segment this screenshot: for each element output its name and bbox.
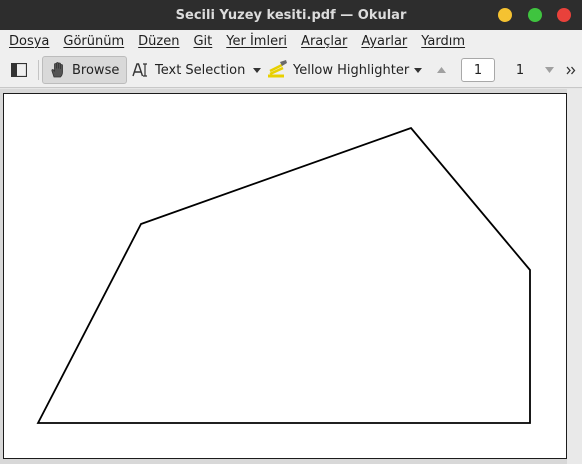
menu-ayarlar[interactable]: Ayarlar xyxy=(361,33,408,49)
menu-git[interactable]: Git xyxy=(193,33,213,49)
menu-duzen[interactable]: Düzen xyxy=(138,33,180,49)
toolbar-separator xyxy=(38,60,39,80)
double-chevron-right-icon xyxy=(566,66,576,74)
annotation-dropdown[interactable] xyxy=(410,56,426,84)
page-number-input[interactable] xyxy=(461,58,495,82)
dropdown-arrow-icon xyxy=(253,67,261,73)
window-title: Secili Yuzey kesiti.pdf — Okular xyxy=(175,7,407,23)
maximize-button[interactable] xyxy=(528,8,542,22)
scrollbar-track[interactable] xyxy=(567,89,582,464)
pdf-page[interactable] xyxy=(3,93,567,459)
chevron-up-icon xyxy=(436,67,446,73)
menu-gorunum[interactable]: Görünüm xyxy=(63,33,125,49)
menu-bar: Dosya Görünüm Düzen Git Yer İmleri Araçl… xyxy=(0,30,582,52)
text-selection-dropdown[interactable] xyxy=(250,56,264,84)
title-bar: Secili Yuzey kesiti.pdf — Okular xyxy=(0,0,582,30)
menu-yer-imleri[interactable]: Yer İmleri xyxy=(226,33,288,49)
menu-yardim[interactable]: Yardım xyxy=(421,33,466,49)
page-total: 1 xyxy=(515,62,525,78)
document-viewport[interactable] xyxy=(0,89,582,464)
toolbar-overflow-button[interactable] xyxy=(564,56,578,84)
next-page-button[interactable] xyxy=(540,56,558,84)
close-button[interactable] xyxy=(557,8,571,22)
yellow-highlighter-button[interactable]: Yellow Highlighter xyxy=(266,56,409,84)
browse-label: Browse xyxy=(72,62,120,78)
sidebar-toggle-button[interactable] xyxy=(6,56,32,84)
hand-icon xyxy=(51,62,63,78)
highlighter-label: Yellow Highlighter xyxy=(293,62,410,78)
browse-button[interactable]: Browse xyxy=(42,56,127,84)
minimize-button[interactable] xyxy=(498,8,512,22)
highlighter-icon xyxy=(268,60,287,78)
sidebar-toggle-icon xyxy=(11,63,27,77)
text-selection-label: Text Selection xyxy=(155,62,246,78)
menu-araclar[interactable]: Araçlar xyxy=(301,33,348,49)
text-selection-button[interactable]: Text Selection xyxy=(132,56,245,84)
dropdown-arrow-icon xyxy=(414,67,422,73)
cross-section-polygon xyxy=(36,126,531,424)
text-cursor-icon xyxy=(132,63,147,77)
previous-page-button[interactable] xyxy=(432,56,450,84)
chevron-down-icon xyxy=(544,67,554,73)
cross-section-drawing xyxy=(36,126,531,424)
menu-dosya[interactable]: Dosya xyxy=(9,33,50,49)
